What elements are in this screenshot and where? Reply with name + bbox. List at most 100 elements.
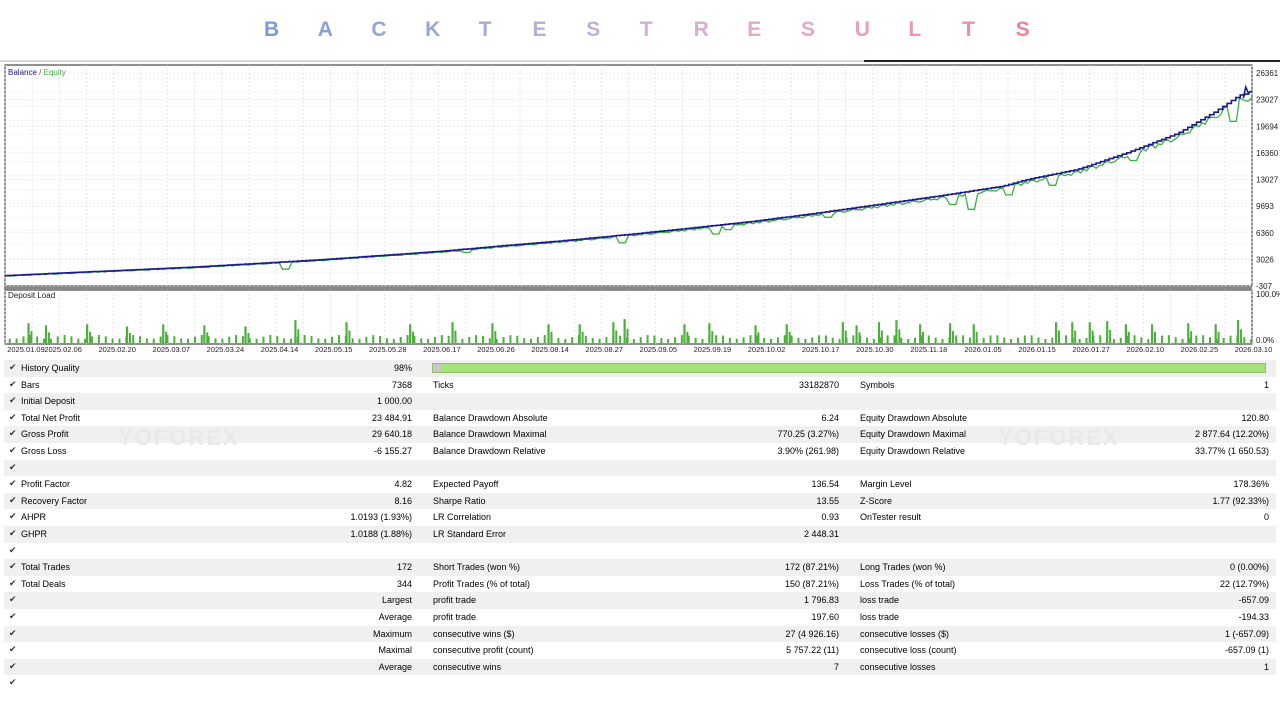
stat-value: -194.33 bbox=[1238, 612, 1269, 622]
deposit-load-bar-tall bbox=[1214, 324, 1217, 343]
deposit-load-bar bbox=[180, 338, 183, 343]
deposit-load-bar-tall bbox=[948, 323, 952, 343]
stat-label: OnTester result bbox=[860, 512, 922, 523]
check-icon: ✔ bbox=[9, 494, 17, 505]
stats-table: ✔ History Quality 98% ✔ Bars 7368 Ticks 3318287… bbox=[0, 360, 1280, 690]
stat-label: Expected Payoff bbox=[433, 479, 499, 490]
deposit-load-bar-tall bbox=[581, 331, 584, 343]
title-letter: T bbox=[962, 18, 975, 41]
deposit-load-bar-tall bbox=[858, 332, 861, 343]
deposit-load-bar-tall bbox=[972, 324, 975, 343]
chart-legend: Balance / Equity bbox=[8, 68, 66, 77]
deposit-load-bar bbox=[818, 335, 821, 343]
deposit-load-bar bbox=[523, 338, 526, 343]
deposit-load-bar-tall bbox=[27, 323, 30, 343]
check-icon: ✔ bbox=[9, 594, 17, 605]
stats-row: ✔ Total Deals 344 Profit Trades (% of total… bbox=[4, 576, 1276, 593]
stats-row: ✔ Gross Loss -6 155.27 Balance Drawdown Rel… bbox=[4, 443, 1276, 460]
deposit-load-bar bbox=[1030, 335, 1033, 343]
deposit-load-bar bbox=[667, 338, 670, 343]
deposit-load-bar bbox=[646, 335, 649, 343]
deposit-load-bar bbox=[886, 335, 889, 343]
y-tick-label: 9693 bbox=[1256, 202, 1274, 211]
deposit-load-bar bbox=[173, 336, 176, 343]
stat-value: 172 (87.21%) bbox=[784, 562, 839, 573]
deposit-load-bar bbox=[955, 335, 958, 343]
deposit-load-bar bbox=[193, 336, 196, 343]
y-tick-label: 13027 bbox=[1256, 176, 1279, 185]
deposit-load-bar bbox=[557, 338, 560, 343]
stat-value: Largest bbox=[381, 595, 412, 606]
deposit-load-bar bbox=[941, 339, 944, 343]
x-tick-label: 2025.01.09 bbox=[7, 345, 45, 354]
deposit-load-bar bbox=[1229, 335, 1232, 343]
deposit-load-bar-tall bbox=[409, 324, 412, 343]
legend-equity: Equity bbox=[44, 68, 66, 77]
deposit-load-bar bbox=[235, 335, 238, 343]
deposit-load-bar-tall bbox=[1150, 324, 1154, 343]
check-icon: ✔ bbox=[9, 611, 17, 621]
stat-value: Maximum bbox=[372, 628, 412, 639]
stat-label: loss trade bbox=[860, 595, 900, 606]
deposit-load-bar bbox=[674, 337, 677, 343]
stats-row: ✔ Profit Factor 4.82 Expected Payoff 136.54 M… bbox=[4, 476, 1276, 493]
deposit-load-bar-tall bbox=[128, 333, 131, 343]
stat-value: 172 bbox=[396, 562, 412, 573]
deposit-load-bar bbox=[331, 336, 334, 343]
deposit-load-bar bbox=[632, 338, 635, 343]
deposit-load-bar bbox=[797, 337, 800, 343]
deposit-load-bar-tall bbox=[47, 332, 50, 343]
stat-label: Long Trades (won %) bbox=[860, 562, 946, 573]
deposit-load-bar bbox=[914, 337, 917, 343]
stat-label: History Quality bbox=[21, 363, 80, 373]
deposit-load-bar bbox=[653, 335, 656, 343]
deposit-load-bar-tall bbox=[623, 319, 626, 343]
stat-value: 2 448.31 bbox=[803, 529, 839, 539]
deposit-load-bar bbox=[187, 338, 190, 343]
deposit-load-bar bbox=[433, 336, 436, 343]
deposit-load-bar bbox=[132, 335, 135, 343]
stat-label: Equity Drawdown Maximal bbox=[860, 429, 967, 440]
stat-value: 1 bbox=[1263, 661, 1269, 672]
balance-line-end bbox=[1242, 84, 1253, 99]
deposit-load-bar bbox=[324, 338, 327, 343]
stat-value: 1 bbox=[1263, 379, 1269, 390]
deposit-load-bar bbox=[488, 338, 491, 343]
deposit-load-bar bbox=[159, 336, 162, 343]
deposit-load-bar bbox=[1119, 337, 1122, 343]
deposit-load-bar bbox=[866, 337, 869, 343]
deposit-load-bar-tall bbox=[454, 330, 457, 343]
stat-label: Total Net Profit bbox=[21, 412, 81, 423]
title-letter: T bbox=[478, 18, 492, 41]
stats-row: ✔ AHPR 1.0193 (1.93%) LR Correlation 0.93 OnT… bbox=[4, 509, 1276, 526]
stats-row: ✔ Maximal consecutive profit (count) 5 757.… bbox=[4, 642, 1276, 659]
deposit-load-bar-tall bbox=[89, 331, 92, 343]
deposit-load-bar-tall bbox=[125, 326, 129, 343]
stat-value: 4.82 bbox=[394, 479, 412, 490]
header-divider bbox=[0, 60, 1280, 62]
x-tick-label: 2026.02.10 bbox=[1127, 345, 1165, 354]
deposit-load-bar-tall bbox=[895, 320, 898, 343]
deposit-load-bar bbox=[241, 336, 244, 343]
deposit-load-bar bbox=[372, 335, 375, 343]
deposit-load-bar bbox=[413, 335, 416, 343]
x-tick-label: 2025.10.02 bbox=[748, 345, 786, 354]
check-icon: ✔ bbox=[9, 660, 17, 671]
title-letter: S bbox=[1015, 18, 1030, 41]
stats-row: ✔ Recovery Factor 8.16 Sharpe Ratio 13.55 Z-S… bbox=[4, 492, 1276, 510]
y-tick-label: 6360 bbox=[1256, 229, 1274, 238]
stat-value: Maximal bbox=[378, 645, 412, 656]
stat-label: GHPR bbox=[21, 529, 48, 539]
stat-value: 1.0193 (1.93%) bbox=[350, 512, 412, 523]
deposit-load-bar bbox=[36, 336, 39, 343]
deposit-load-bar bbox=[1078, 338, 1081, 343]
title-letter: S bbox=[801, 18, 816, 41]
deposit-load-bar bbox=[166, 335, 169, 343]
check-icon: ✔ bbox=[9, 627, 17, 638]
stat-value: 344 bbox=[396, 578, 412, 589]
deposit-load-bar-tall bbox=[683, 324, 686, 343]
deposit-load-bar bbox=[831, 337, 834, 343]
deposit-load-bar-tall bbox=[844, 330, 847, 343]
x-tick-label: 2025.02.20 bbox=[98, 345, 136, 354]
